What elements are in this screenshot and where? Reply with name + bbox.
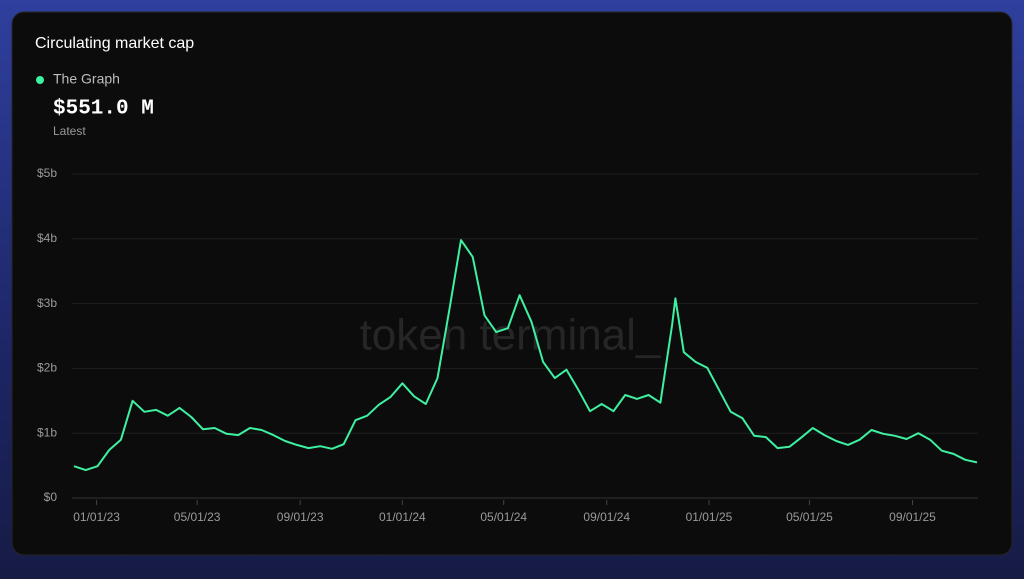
series-line	[73, 239, 978, 472]
y-tick-label: $0	[44, 490, 58, 504]
y-tick-label: $4b	[37, 231, 57, 245]
x-tick-label: 01/01/23	[73, 510, 120, 524]
legend-label: The Graph	[53, 71, 120, 87]
x-tick-label: 05/01/24	[480, 510, 527, 524]
y-tick-label: $2b	[37, 361, 57, 375]
chart-title: Circulating market cap	[35, 35, 194, 52]
x-tick-label: 01/01/24	[379, 510, 426, 524]
x-tick-label: 09/01/24	[583, 510, 630, 524]
x-tick-label: 09/01/25	[889, 510, 936, 524]
y-tick-label: $1b	[37, 425, 57, 439]
x-tick-label: 01/01/25	[686, 510, 733, 524]
y-tick-label: $3b	[37, 296, 57, 310]
legend-dot	[36, 76, 44, 84]
x-tick-label: 05/01/25	[786, 510, 833, 524]
x-tick-label: 09/01/23	[277, 510, 324, 524]
y-tick-label: $5b	[37, 166, 57, 180]
card	[11, 11, 1013, 556]
watermark: token terminal_	[360, 311, 661, 360]
x-tick-label: 05/01/23	[174, 510, 221, 524]
latest-value: $551.0 M	[53, 98, 154, 121]
latest-label: Latest	[53, 124, 86, 138]
